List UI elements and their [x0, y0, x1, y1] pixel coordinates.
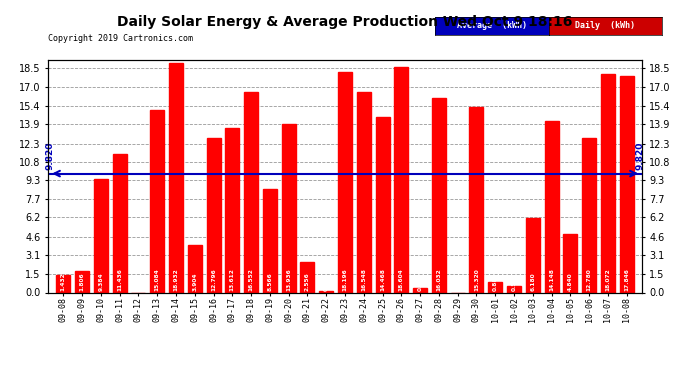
Text: 4.840: 4.840 — [568, 272, 573, 291]
Text: 14.468: 14.468 — [380, 268, 385, 291]
Bar — [469, 107, 484, 292]
Bar — [375, 117, 390, 292]
Bar — [413, 288, 427, 292]
Bar — [394, 67, 408, 292]
Text: 13.936: 13.936 — [286, 268, 291, 291]
Text: Average  (kWh): Average (kWh) — [457, 21, 526, 30]
Text: 12.780: 12.780 — [586, 268, 591, 291]
Bar — [57, 275, 70, 292]
Bar — [169, 63, 183, 292]
Bar — [206, 138, 221, 292]
Bar — [432, 98, 446, 292]
Bar — [300, 261, 315, 292]
Text: 0.000: 0.000 — [136, 272, 141, 291]
Text: 11.436: 11.436 — [117, 268, 122, 291]
Text: 15.084: 15.084 — [155, 268, 159, 291]
Text: 2.556: 2.556 — [305, 272, 310, 291]
Text: 9.820: 9.820 — [635, 142, 644, 170]
Bar — [112, 154, 127, 292]
Text: 18.196: 18.196 — [342, 268, 348, 291]
Bar — [319, 291, 333, 292]
Bar — [226, 128, 239, 292]
Text: 12.796: 12.796 — [211, 268, 216, 291]
Bar — [526, 217, 540, 292]
Text: 16.032: 16.032 — [436, 268, 442, 291]
Bar — [544, 121, 559, 292]
Text: 16.548: 16.548 — [362, 268, 366, 291]
Text: Copyright 2019 Cartronics.com: Copyright 2019 Cartronics.com — [48, 34, 193, 43]
Bar — [601, 74, 615, 292]
Text: Daily  (kWh): Daily (kWh) — [575, 21, 635, 30]
Bar — [620, 76, 633, 292]
Bar — [75, 271, 89, 292]
Text: 13.612: 13.612 — [230, 268, 235, 291]
Text: 0.404: 0.404 — [417, 272, 422, 291]
Text: Daily Solar Energy & Average Production Wed Oct 9 18:16: Daily Solar Energy & Average Production … — [117, 15, 573, 29]
Bar — [507, 286, 521, 292]
Bar — [489, 282, 502, 292]
Bar — [357, 92, 371, 292]
Text: 1.806: 1.806 — [79, 272, 85, 291]
Bar — [94, 179, 108, 292]
Bar — [188, 245, 201, 292]
Text: 6.180: 6.180 — [531, 272, 535, 291]
Text: 3.904: 3.904 — [193, 272, 197, 291]
Text: 0.088: 0.088 — [324, 272, 328, 291]
Text: 1.432: 1.432 — [61, 272, 66, 291]
Bar — [563, 234, 578, 292]
Text: 15.320: 15.320 — [474, 268, 479, 291]
Text: 0.880: 0.880 — [493, 272, 497, 291]
Bar — [282, 124, 296, 292]
Text: 9.384: 9.384 — [99, 272, 103, 291]
Bar — [263, 189, 277, 292]
Text: 18.932: 18.932 — [173, 268, 179, 291]
Text: 0.508: 0.508 — [511, 272, 517, 291]
Text: 18.604: 18.604 — [399, 268, 404, 291]
Text: 9.820: 9.820 — [46, 142, 55, 170]
Text: 14.148: 14.148 — [549, 268, 554, 291]
Bar — [150, 110, 164, 292]
Bar — [338, 72, 352, 292]
Text: 0.000: 0.000 — [455, 272, 460, 291]
Text: 17.846: 17.846 — [624, 268, 629, 291]
Bar — [244, 92, 258, 292]
Bar — [582, 138, 596, 292]
Text: 16.552: 16.552 — [248, 268, 254, 291]
Text: 8.566: 8.566 — [268, 272, 273, 291]
Text: 18.072: 18.072 — [605, 268, 611, 291]
